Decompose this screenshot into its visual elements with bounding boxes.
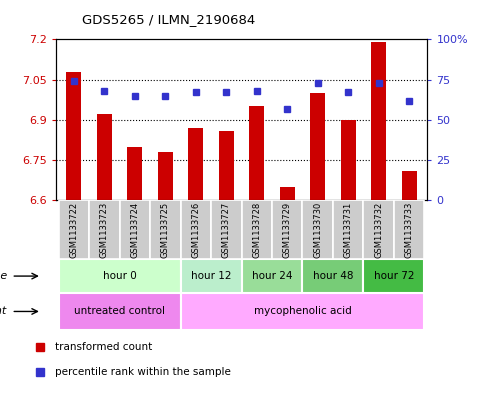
Text: GSM1133733: GSM1133733: [405, 202, 413, 258]
Bar: [58, 259, 181, 293]
Text: untreated control: untreated control: [74, 307, 165, 316]
Text: GSM1133725: GSM1133725: [161, 202, 170, 258]
Bar: [219, 130, 234, 200]
Bar: [302, 200, 333, 259]
Text: agent: agent: [0, 307, 7, 316]
Bar: [181, 200, 211, 259]
Bar: [363, 200, 394, 259]
Text: transformed count: transformed count: [55, 342, 152, 352]
Bar: [341, 120, 356, 200]
Bar: [66, 72, 82, 200]
Bar: [280, 187, 295, 200]
Text: hour 24: hour 24: [252, 271, 292, 281]
Text: GSM1133723: GSM1133723: [100, 202, 109, 258]
Text: GSM1133729: GSM1133729: [283, 202, 292, 258]
Text: GSM1133732: GSM1133732: [374, 202, 383, 258]
Text: GSM1133731: GSM1133731: [344, 202, 353, 258]
Bar: [157, 152, 173, 200]
Bar: [211, 200, 242, 259]
Bar: [363, 259, 425, 293]
Text: hour 48: hour 48: [313, 271, 353, 281]
Bar: [394, 200, 425, 259]
Bar: [401, 171, 417, 200]
Text: GSM1133727: GSM1133727: [222, 202, 231, 258]
Bar: [58, 293, 181, 330]
Bar: [272, 200, 302, 259]
Bar: [120, 200, 150, 259]
Text: hour 0: hour 0: [103, 271, 136, 281]
Text: hour 72: hour 72: [374, 271, 414, 281]
Bar: [333, 200, 363, 259]
Bar: [310, 93, 326, 200]
Text: GDS5265 / ILMN_2190684: GDS5265 / ILMN_2190684: [83, 13, 256, 26]
Text: hour 12: hour 12: [191, 271, 231, 281]
Text: GSM1133726: GSM1133726: [191, 202, 200, 258]
Bar: [249, 107, 264, 200]
Bar: [242, 259, 302, 293]
Text: GSM1133724: GSM1133724: [130, 202, 139, 258]
Bar: [127, 147, 142, 200]
Bar: [188, 128, 203, 200]
Text: percentile rank within the sample: percentile rank within the sample: [55, 367, 230, 377]
Bar: [150, 200, 181, 259]
Bar: [97, 114, 112, 200]
Text: mycophenolic acid: mycophenolic acid: [254, 307, 351, 316]
Text: GSM1133730: GSM1133730: [313, 202, 322, 258]
Text: time: time: [0, 271, 7, 281]
Bar: [89, 200, 120, 259]
Bar: [181, 259, 242, 293]
Bar: [242, 200, 272, 259]
Bar: [181, 293, 425, 330]
Text: GSM1133722: GSM1133722: [70, 202, 78, 258]
Text: GSM1133728: GSM1133728: [252, 202, 261, 258]
Bar: [371, 42, 386, 200]
Bar: [302, 259, 363, 293]
Bar: [58, 200, 89, 259]
